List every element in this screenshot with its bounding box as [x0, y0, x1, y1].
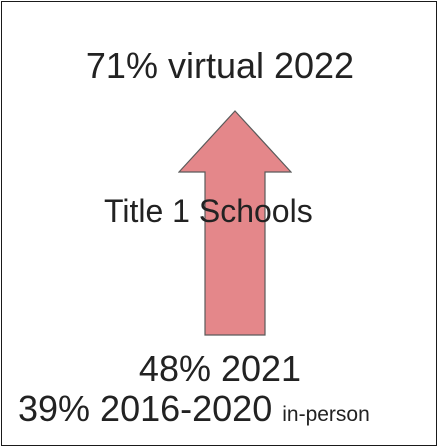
bottom-label-2021: 48% 2021	[138, 348, 302, 389]
bottom-label-2016-2020-main: 39% 2016-2020	[18, 388, 273, 429]
up-arrow-icon	[178, 110, 292, 336]
center-label: Title 1 Schools	[104, 193, 313, 229]
in-person-suffix: in-person	[282, 403, 370, 426]
top-label: 71% virtual 2022	[85, 45, 355, 86]
bottom-label-2016-2020: 39% 2016-2020 in-person	[18, 391, 370, 427]
arrow-shape	[178, 110, 292, 336]
